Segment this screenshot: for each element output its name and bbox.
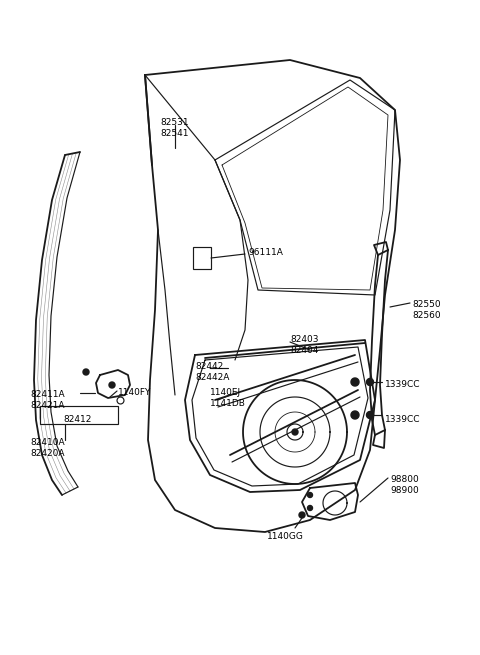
Polygon shape: [367, 411, 373, 419]
Text: 82442
82442A: 82442 82442A: [195, 362, 229, 382]
Polygon shape: [351, 411, 359, 419]
Text: 82412: 82412: [64, 415, 92, 424]
Polygon shape: [292, 429, 298, 435]
Bar: [40, 406, 118, 424]
Text: 1140FY: 1140FY: [118, 388, 151, 397]
Text: 1140EJ
1141DB: 1140EJ 1141DB: [210, 388, 246, 408]
Text: 96111A: 96111A: [248, 248, 283, 257]
Polygon shape: [83, 369, 89, 375]
Text: 82403
82404: 82403 82404: [290, 335, 319, 355]
Polygon shape: [109, 382, 115, 388]
Polygon shape: [299, 512, 305, 518]
Polygon shape: [308, 506, 312, 510]
Text: 82550
82560: 82550 82560: [412, 300, 441, 320]
Bar: [193, 247, 211, 269]
Text: 1339CC: 1339CC: [385, 380, 420, 389]
Text: 82411A
82421A: 82411A 82421A: [30, 390, 65, 410]
Polygon shape: [351, 378, 359, 386]
Text: 1339CC: 1339CC: [385, 415, 420, 424]
Polygon shape: [308, 493, 312, 498]
Text: 1140GG: 1140GG: [266, 532, 303, 541]
Polygon shape: [367, 379, 373, 386]
Text: 98800
98900: 98800 98900: [390, 475, 419, 495]
Text: 82410A
82420A: 82410A 82420A: [30, 438, 65, 458]
Text: 82531
82541: 82531 82541: [161, 118, 189, 138]
